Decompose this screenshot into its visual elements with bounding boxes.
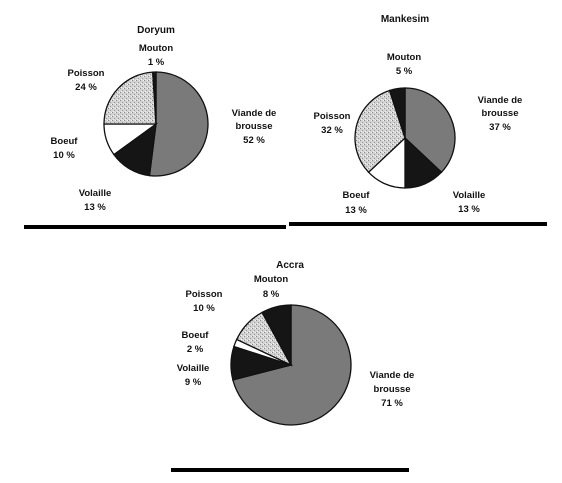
slice-label-volaille: Volaille	[177, 363, 210, 374]
pie-slice-mouton	[261, 304, 292, 366]
slice-label-mouton: Mouton	[139, 43, 173, 54]
slice-value-volaille: 9 %	[185, 377, 202, 388]
slice-value-poisson: 32 %	[321, 125, 343, 136]
slice-label-boeuf: Boeuf	[182, 330, 210, 341]
pie-slices-accra	[230, 304, 352, 426]
slice-label-poisson: Poisson	[186, 289, 223, 300]
pie-slice-poisson	[103, 71, 157, 125]
divider-rule-bottom	[171, 468, 409, 472]
pie-slice-mouton	[388, 87, 406, 139]
slice-label-volaille: Volaille	[79, 188, 112, 199]
slice-label-boeuf: Boeuf	[343, 190, 371, 201]
pie-slice-mouton	[152, 71, 157, 125]
slice-value-boeuf: 13 %	[345, 205, 367, 216]
slice-value-volaille: 13 %	[458, 204, 480, 215]
slice-label-volaille: Volaille	[453, 190, 486, 201]
slice-label-poisson: Poisson	[68, 68, 105, 79]
slice-value-boeuf: 10 %	[53, 150, 75, 161]
slice-label-viande-de-brousse-line2: brousse	[236, 121, 273, 132]
chart-title-mankesim: Mankesim	[381, 14, 429, 25]
slice-label-mouton: Mouton	[387, 52, 421, 63]
pie-slices-doryum	[103, 71, 209, 177]
pie-chart-doryum: Doryum Mouton 1 % Poisson 24 % Viande de…	[51, 25, 277, 213]
slice-label-poisson: Poisson	[314, 111, 351, 122]
pie-slice-viande-de-brousse	[404, 87, 456, 174]
slice-label-mouton: Mouton	[254, 274, 288, 285]
slice-value-mouton: 8 %	[263, 289, 280, 300]
slice-label-viande-de-brousse-line2: brousse	[482, 108, 519, 119]
slice-label-viande-de-brousse-line1: Viande de	[232, 108, 277, 119]
chart-title-doryum: Doryum	[137, 25, 175, 36]
slice-label-viande-de-brousse-line1: Viande de	[478, 95, 523, 106]
slice-value-boeuf: 2 %	[187, 344, 204, 355]
slice-value-volaille: 13 %	[84, 202, 106, 213]
pie-slice-viande-de-brousse	[148, 71, 209, 177]
pie-slice-poisson	[354, 89, 406, 174]
divider-rule-left	[24, 225, 286, 229]
pie-chart-accra: Accra Mouton 8 % Poisson 10 % Boeuf 2 % …	[177, 260, 415, 426]
slice-value-viande-de-brousse: 52 %	[243, 135, 265, 146]
divider-rule-right	[289, 222, 547, 226]
slice-label-boeuf: Boeuf	[51, 136, 79, 147]
slice-value-viande-de-brousse: 37 %	[489, 122, 511, 133]
pie-slices-mankesim	[354, 87, 456, 189]
slice-label-viande-de-brousse-line1: Viande de	[370, 370, 415, 381]
pie-chart-mankesim: Mankesim Mouton 5 % Viande de brousse 37…	[314, 14, 523, 216]
slice-value-poisson: 24 %	[75, 82, 97, 93]
chart-title-accra: Accra	[276, 260, 304, 271]
slice-value-mouton: 1 %	[148, 57, 165, 68]
slice-value-mouton: 5 %	[396, 66, 413, 77]
slice-value-viande-de-brousse: 71 %	[381, 398, 403, 409]
slice-value-poisson: 10 %	[193, 303, 215, 314]
slice-label-viande-de-brousse-line2: brousse	[374, 384, 411, 395]
